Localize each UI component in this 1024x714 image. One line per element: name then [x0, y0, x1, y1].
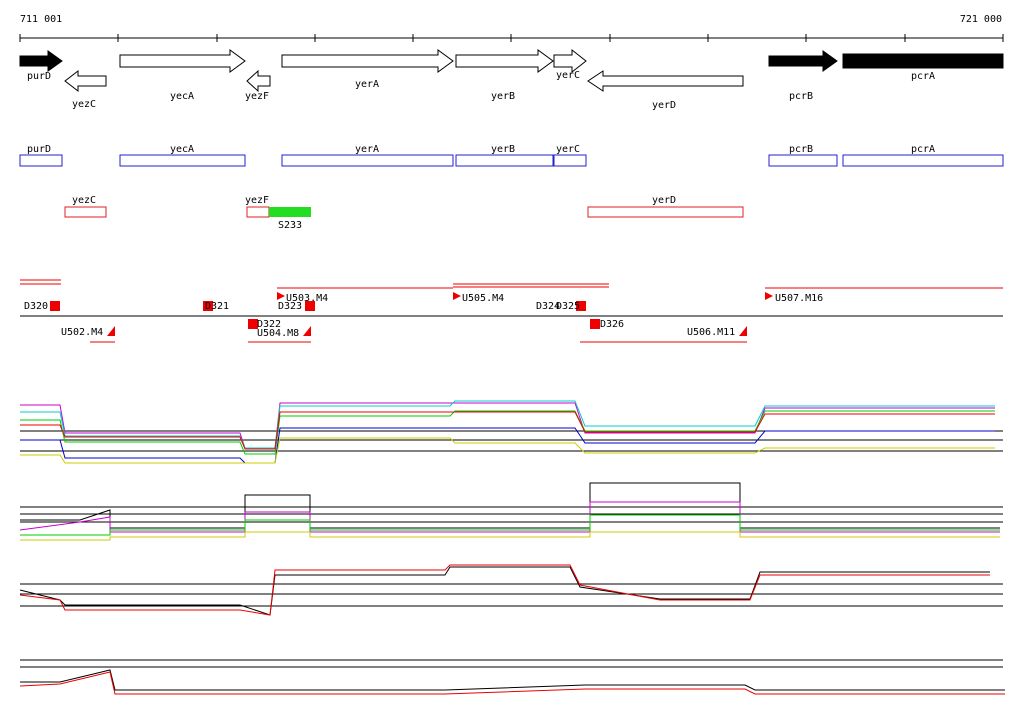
- gene-label: purD: [27, 71, 51, 82]
- gene-label: yezC: [72, 99, 96, 110]
- segment-label: S233: [278, 220, 302, 231]
- gene-label: yerC: [556, 70, 580, 81]
- box-label: yezF: [245, 195, 269, 206]
- box-label: pcrA: [911, 144, 935, 155]
- gene-label: yerA: [355, 79, 379, 90]
- ruler-start: 711 001: [20, 14, 62, 25]
- marker-label: D322: [257, 319, 281, 330]
- box-label: yerC: [556, 144, 580, 155]
- marker-label: D321: [205, 301, 229, 312]
- marker-label: U506.M11: [687, 327, 735, 338]
- marker-label: D323: [278, 301, 302, 312]
- ruler-end: 721 000: [960, 14, 1002, 25]
- gene-label: yecA: [170, 91, 194, 102]
- marker-blocks: [50, 292, 773, 336]
- box-label: yerA: [355, 144, 379, 155]
- marker-label: D320: [24, 301, 48, 312]
- expression-tracks: [19, 400, 1005, 695]
- annotation-boxes: [19, 154, 1004, 167]
- marker-lines: [20, 279, 1003, 343]
- box-label: yerD: [652, 195, 676, 206]
- marker-label: U503.M4: [286, 293, 328, 304]
- gene-label: yerB: [491, 91, 515, 102]
- marker-label: D326: [600, 319, 624, 330]
- gene-label: yerD: [652, 100, 676, 111]
- marker-label: D324: [536, 301, 560, 312]
- box-label: pcrB: [789, 144, 813, 155]
- marker-label: U504.M8: [257, 328, 299, 339]
- marker-label: U502.M4: [61, 327, 103, 338]
- marker-label: U505.M4: [462, 293, 504, 304]
- box-label: purD: [27, 144, 51, 155]
- segment-box: [269, 207, 311, 217]
- ruler: [19, 34, 1004, 42]
- gene-label: yezF: [245, 91, 269, 102]
- box-label: yerB: [491, 144, 515, 155]
- other-boxes: [64, 206, 744, 218]
- marker-label: D325: [556, 301, 580, 312]
- gene-label: pcrB: [789, 91, 813, 102]
- marker-label: U507.M16: [775, 293, 823, 304]
- gene-label: pcrA: [911, 71, 935, 82]
- gene-arrows: [19, 48, 1004, 93]
- box-label: yecA: [170, 144, 194, 155]
- box-label: yezC: [72, 195, 96, 206]
